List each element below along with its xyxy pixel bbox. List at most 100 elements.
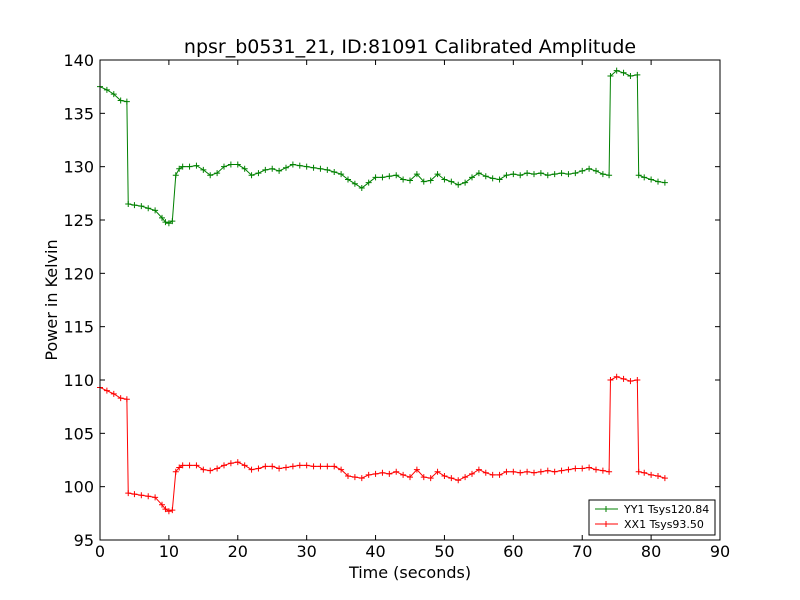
- data-point-yy1: [579, 167, 586, 174]
- data-point-xx1: [165, 508, 172, 515]
- data-point-xx1: [345, 473, 351, 479]
- data-point-xx1: [524, 468, 531, 475]
- data-point-yy1: [262, 166, 269, 173]
- data-point-xx1: [289, 463, 296, 470]
- y-tick-label: 130: [63, 158, 94, 177]
- data-point-yy1: [613, 67, 620, 74]
- data-point-yy1: [241, 165, 248, 172]
- data-point-xx1: [531, 469, 537, 476]
- x-tick-label: 20: [228, 542, 248, 561]
- data-point-yy1: [606, 172, 613, 179]
- data-point-xx1: [131, 491, 138, 498]
- data-point-xx1: [358, 475, 365, 482]
- data-point-xx1: [200, 466, 207, 473]
- plot-frame: [99, 59, 721, 541]
- data-point-xx1: [176, 464, 183, 471]
- y-tick-label: 105: [63, 424, 94, 443]
- data-point-xx1: [503, 468, 510, 475]
- series-markers-yy1: [97, 67, 668, 227]
- x-tick-label: 50: [434, 542, 454, 561]
- y-tick-label: 115: [63, 318, 94, 337]
- data-point-yy1: [248, 172, 255, 179]
- legend-label-xx1: XX1 Tsys93.50: [624, 518, 704, 531]
- data-point-xx1: [462, 474, 469, 481]
- data-point-yy1: [283, 164, 289, 171]
- data-point-xx1: [661, 475, 668, 482]
- data-point-yy1: [125, 201, 132, 207]
- data-point-xx1: [482, 469, 489, 476]
- data-point-yy1: [420, 178, 427, 185]
- data-point-yy1: [413, 171, 420, 178]
- data-point-xx1: [475, 466, 482, 473]
- y-tick-label: 100: [63, 478, 94, 497]
- data-point-yy1: [234, 161, 241, 168]
- data-point-xx1: [393, 468, 400, 475]
- data-point-yy1: [475, 170, 482, 177]
- data-point-xx1: [565, 466, 572, 473]
- data-point-yy1: [531, 171, 537, 178]
- data-point-yy1: [469, 174, 475, 181]
- y-tick-label: 140: [63, 51, 94, 70]
- data-point-yy1: [338, 171, 345, 178]
- y-tick-label: 95: [74, 531, 94, 550]
- data-point-xx1: [613, 373, 620, 380]
- data-point-xx1: [276, 465, 283, 472]
- data-point-yy1: [379, 174, 386, 181]
- data-point-xx1: [193, 462, 200, 469]
- data-point-xx1: [179, 462, 186, 469]
- legend-label-yy1: YY1 Tsys120.84: [623, 503, 709, 516]
- data-point-xx1: [455, 477, 462, 484]
- data-point-yy1: [345, 176, 351, 183]
- data-point-yy1: [386, 173, 393, 180]
- data-point-xx1: [441, 473, 448, 479]
- data-point-yy1: [303, 163, 310, 170]
- data-point-yy1: [517, 172, 524, 179]
- data-point-yy1: [462, 179, 469, 186]
- data-point-yy1: [358, 185, 365, 191]
- data-point-yy1: [227, 161, 234, 168]
- data-point-xx1: [551, 468, 558, 475]
- data-point-yy1: [393, 172, 400, 179]
- data-point-xx1: [221, 462, 227, 469]
- data-point-yy1: [448, 178, 455, 185]
- data-point-xx1: [324, 463, 331, 470]
- data-point-xx1: [469, 470, 475, 477]
- data-point-xx1: [496, 471, 503, 478]
- data-point-yy1: [503, 172, 510, 179]
- y-tick-label: 110: [63, 371, 94, 390]
- data-point-xx1: [207, 467, 214, 474]
- data-point-xx1: [655, 473, 661, 479]
- data-point-yy1: [165, 220, 172, 227]
- data-point-xx1: [634, 377, 641, 383]
- data-point-yy1: [296, 162, 303, 169]
- data-point-xx1: [283, 464, 289, 471]
- data-point-xx1: [489, 471, 496, 478]
- data-point-xx1: [607, 377, 614, 383]
- data-point-yy1: [524, 170, 531, 177]
- data-point-xx1: [420, 474, 427, 481]
- data-point-xx1: [138, 492, 145, 499]
- x-tick-label: 0: [95, 542, 105, 561]
- x-tick-label: 60: [503, 542, 523, 561]
- data-point-yy1: [661, 179, 668, 186]
- data-point-yy1: [123, 98, 130, 105]
- data-point-xx1: [262, 463, 269, 470]
- data-point-yy1: [427, 177, 434, 184]
- x-tick-label: 10: [159, 542, 179, 561]
- data-point-xx1: [234, 459, 241, 466]
- data-point-yy1: [317, 165, 324, 172]
- data-point-xx1: [241, 462, 248, 469]
- data-point-xx1: [413, 466, 420, 473]
- data-point-yy1: [255, 170, 262, 177]
- data-point-yy1: [434, 171, 441, 178]
- data-point-yy1: [599, 171, 606, 178]
- data-point-yy1: [496, 176, 503, 183]
- data-point-yy1: [365, 179, 372, 186]
- series-markers-xx1: [97, 373, 668, 515]
- data-point-yy1: [641, 174, 648, 181]
- data-point-yy1: [655, 178, 661, 185]
- data-point-xx1: [579, 465, 586, 472]
- y-axis-label: Power in Kelvin: [42, 239, 61, 360]
- y-tick-label: 135: [63, 104, 94, 123]
